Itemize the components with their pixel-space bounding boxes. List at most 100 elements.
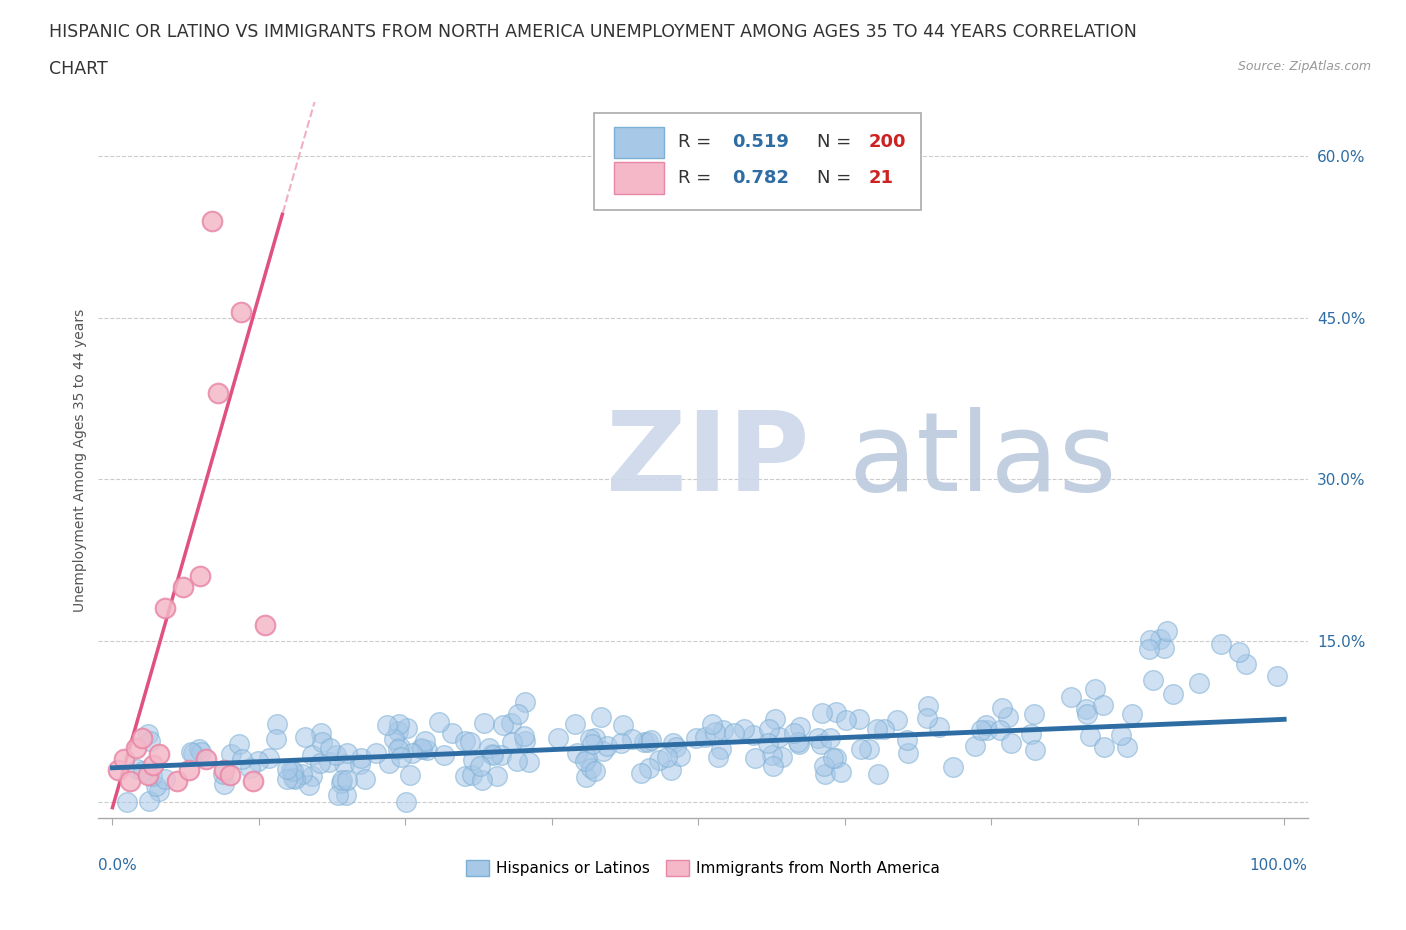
Point <box>612 717 634 732</box>
Point <box>1084 682 1107 697</box>
Point <box>329 776 352 790</box>
FancyBboxPatch shape <box>595 113 921 210</box>
Text: 100.0%: 100.0% <box>1250 857 1308 872</box>
Point <box>440 725 463 740</box>
Point <box>700 716 723 731</box>
Point <box>136 768 159 783</box>
Point <box>1156 624 1178 639</box>
Point <box>366 745 388 760</box>
Point <box>579 732 602 747</box>
Point <box>1076 707 1098 722</box>
Point <box>1109 727 1132 742</box>
Point <box>228 737 250 751</box>
Point <box>517 754 540 769</box>
Text: R =: R = <box>678 169 717 187</box>
Point <box>401 746 423 761</box>
Point <box>637 735 659 750</box>
Point <box>411 742 433 757</box>
Point <box>301 747 323 762</box>
Point <box>763 712 786 727</box>
Point <box>866 722 889 737</box>
Point <box>770 750 793 764</box>
Point <box>1149 631 1171 646</box>
Point <box>825 751 848 765</box>
Point <box>928 719 950 734</box>
Point <box>1139 632 1161 647</box>
Point <box>547 731 569 746</box>
Text: R =: R = <box>678 133 717 152</box>
Point <box>848 711 870 726</box>
Point <box>318 755 340 770</box>
Point <box>458 735 481 750</box>
Point <box>349 751 371 765</box>
Point <box>1024 707 1046 722</box>
Point <box>835 712 858 727</box>
Point <box>395 795 418 810</box>
Point <box>733 722 755 737</box>
Point <box>181 746 204 761</box>
Point <box>761 748 783 763</box>
Point <box>148 784 170 799</box>
Point <box>868 766 890 781</box>
Point <box>257 751 280 766</box>
Point <box>513 695 536 710</box>
Point <box>917 698 939 713</box>
Point <box>823 751 845 765</box>
Point <box>501 716 523 731</box>
Point <box>685 730 707 745</box>
Point <box>581 737 603 751</box>
Point <box>195 751 218 766</box>
Point <box>188 568 212 583</box>
Point <box>1092 739 1115 754</box>
Point <box>107 763 129 777</box>
Point <box>723 725 745 740</box>
Point <box>148 747 170 762</box>
Point <box>253 618 276 632</box>
Point <box>583 764 606 778</box>
Point <box>309 755 332 770</box>
Point <box>172 579 194 594</box>
Text: 0.782: 0.782 <box>733 169 789 187</box>
Point <box>589 710 612 724</box>
Point <box>665 739 688 754</box>
Point <box>574 754 596 769</box>
Point <box>662 736 685 751</box>
Text: 0.0%: 0.0% <box>98 857 138 872</box>
Point <box>470 758 492 773</box>
Point <box>915 711 938 725</box>
Point <box>873 722 896 737</box>
Point <box>583 730 606 745</box>
Point <box>965 738 987 753</box>
Legend: Hispanics or Latinos, Immigrants from North America: Hispanics or Latinos, Immigrants from No… <box>460 854 946 883</box>
Point <box>1234 657 1257 671</box>
Point <box>1209 637 1232 652</box>
Point <box>219 747 242 762</box>
Point <box>239 760 262 775</box>
Point <box>478 740 501 755</box>
Point <box>813 759 835 774</box>
Point <box>707 749 730 764</box>
Point <box>387 742 409 757</box>
Point <box>309 726 332 741</box>
Point <box>353 772 375 787</box>
Point <box>897 746 920 761</box>
Point <box>886 712 908 727</box>
Point <box>325 748 347 763</box>
Point <box>427 715 450 730</box>
Point <box>513 729 536 744</box>
Point <box>1137 641 1160 656</box>
Point <box>481 746 503 761</box>
Point <box>1188 676 1211 691</box>
Point <box>177 763 200 777</box>
Point <box>997 710 1019 724</box>
Point <box>481 748 503 763</box>
Point <box>396 721 419 736</box>
Point <box>280 763 302 777</box>
Point <box>190 745 212 760</box>
Point <box>655 750 678 764</box>
Point <box>1091 698 1114 712</box>
Point <box>276 762 298 777</box>
Point <box>138 793 160 808</box>
Point <box>988 723 1011 737</box>
Point <box>131 730 153 745</box>
